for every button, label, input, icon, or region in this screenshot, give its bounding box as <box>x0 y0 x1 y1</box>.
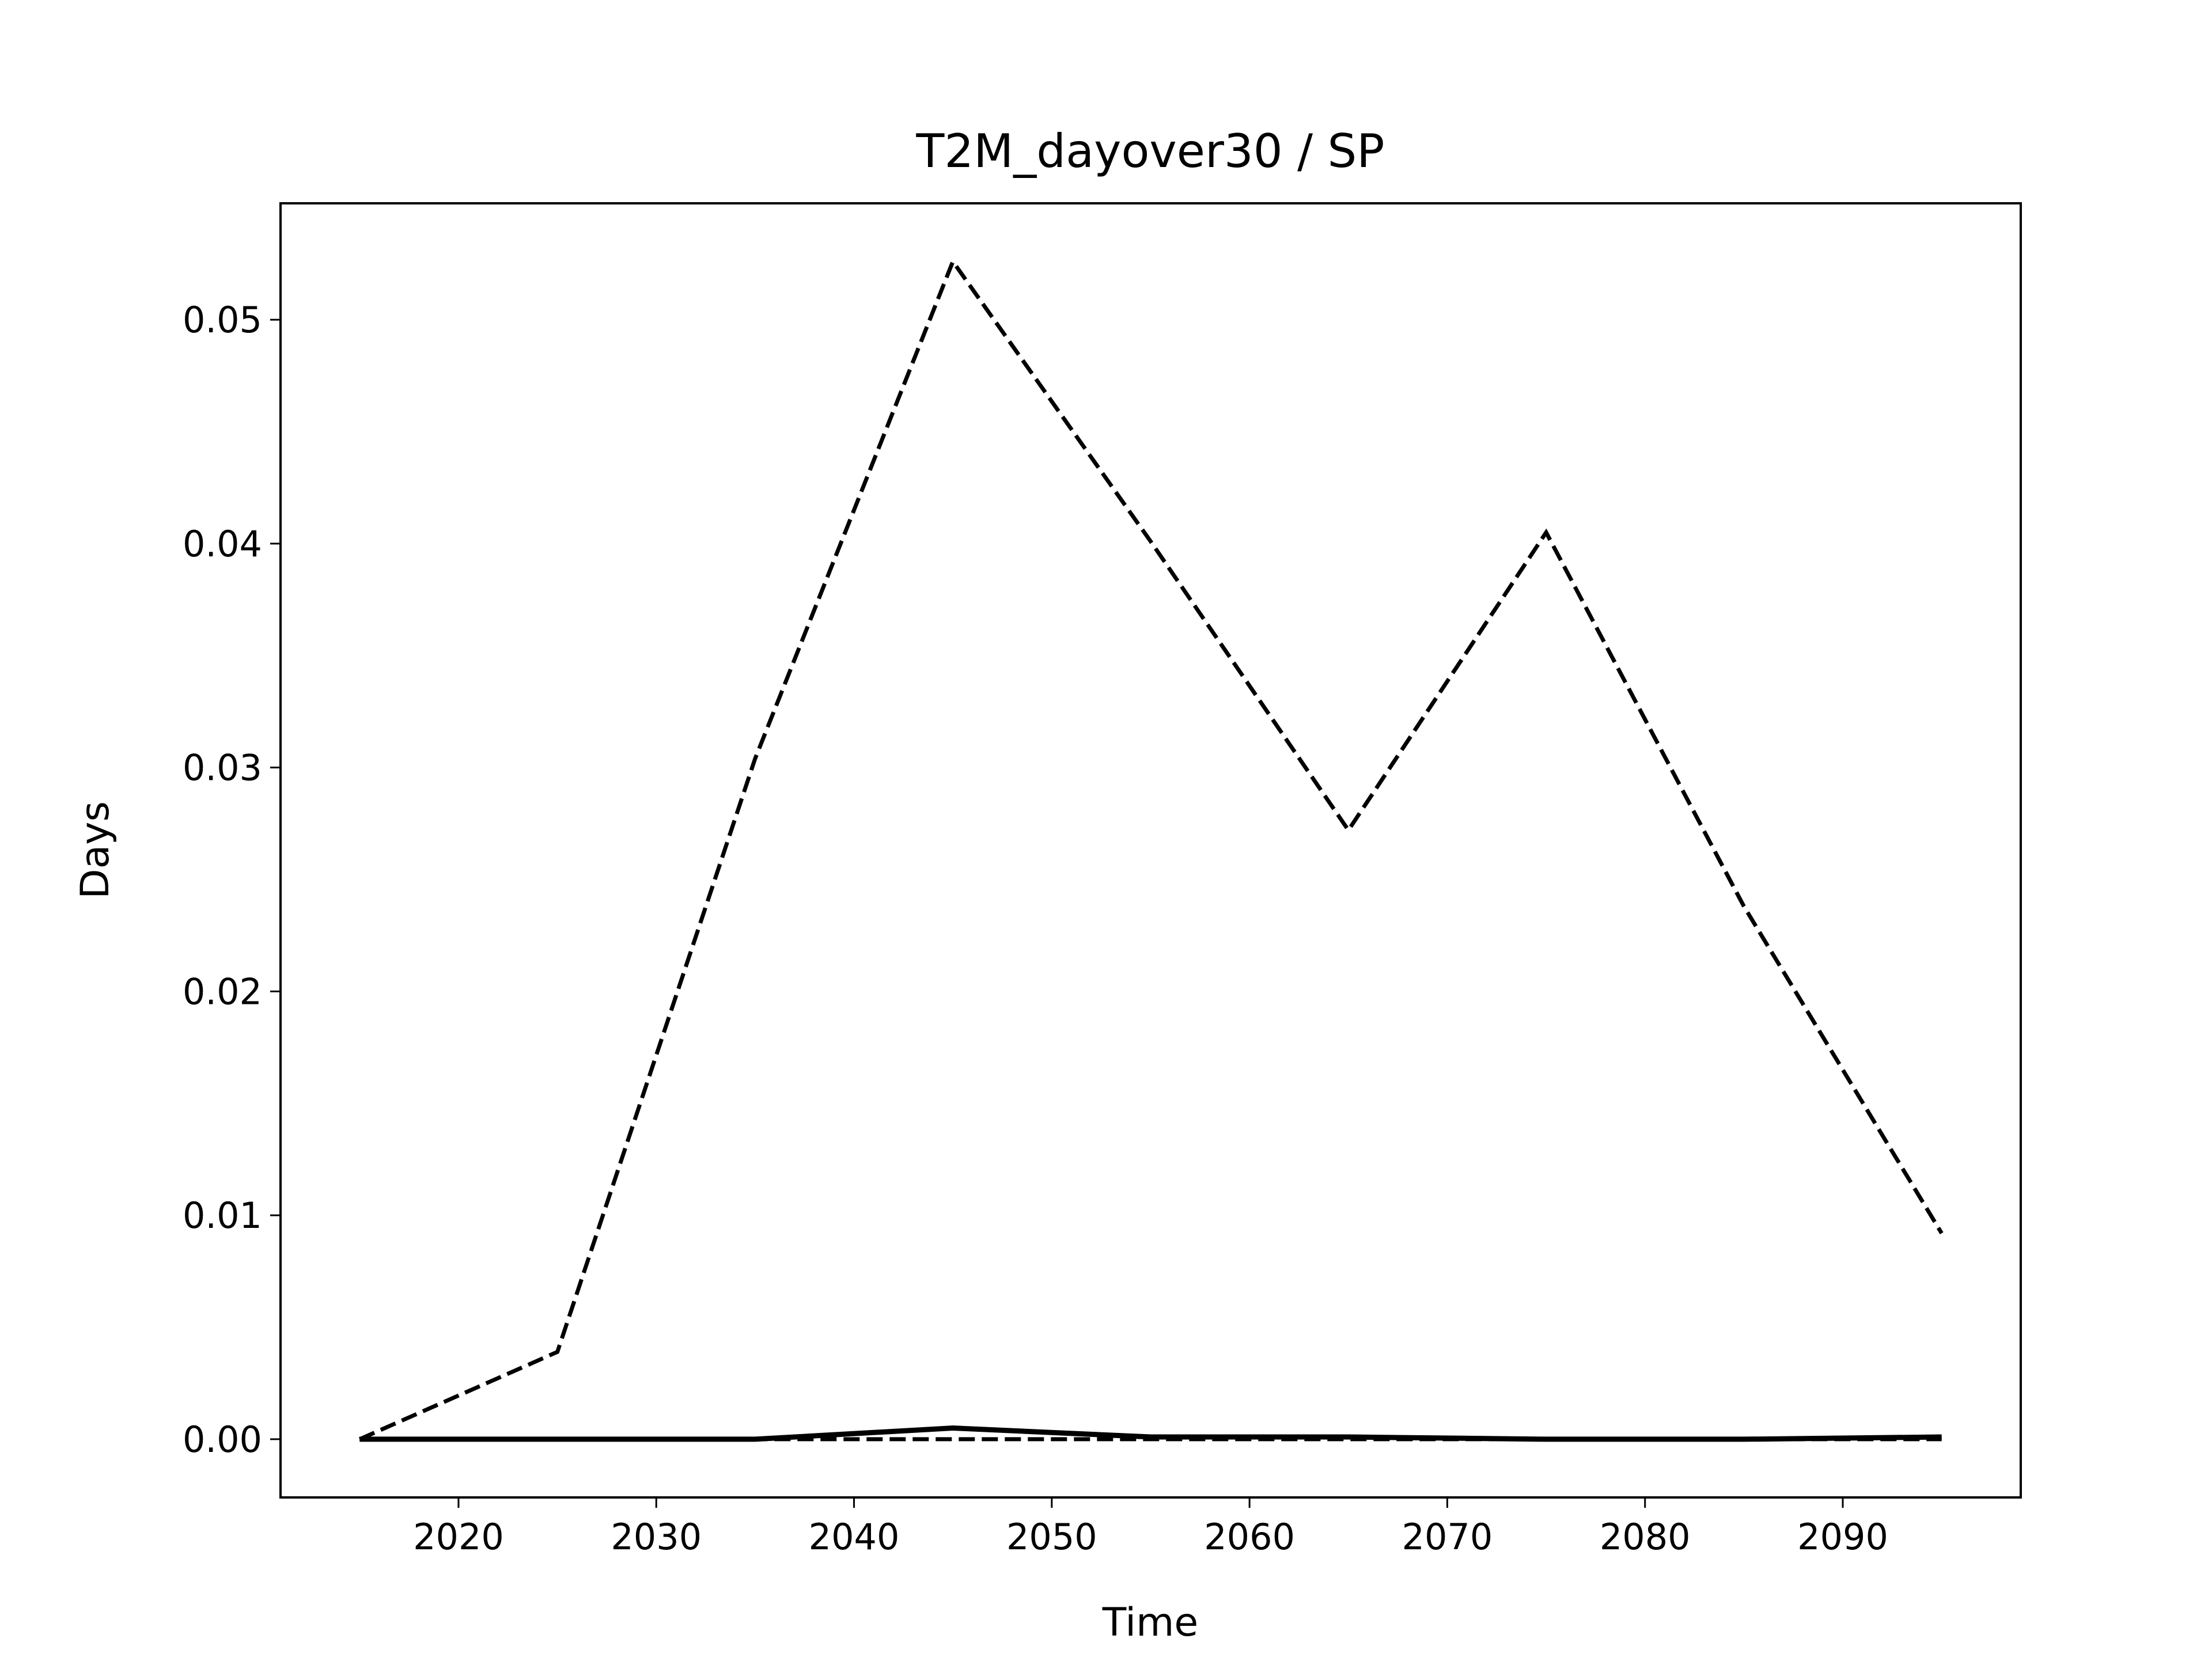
y-tick-label: 0.02 <box>183 970 262 1012</box>
x-tick-label: 2080 <box>1600 1516 1691 1558</box>
y-tick-label: 0.04 <box>183 523 262 565</box>
y-tick-label: 0.03 <box>183 747 262 789</box>
x-tick-label: 2070 <box>1402 1516 1493 1558</box>
x-tick-label: 2060 <box>1204 1516 1295 1558</box>
chart-title: T2M_dayover30 / SP <box>916 124 1385 178</box>
x-tick-label: 2050 <box>1006 1516 1097 1558</box>
y-axis-label: Days <box>73 801 118 899</box>
axes-frame <box>279 202 2022 1499</box>
x-tick-label: 2040 <box>809 1516 900 1558</box>
x-tick-label: 2020 <box>413 1516 504 1558</box>
y-tick-label: 0.05 <box>183 299 262 341</box>
y-tick-label: 0.01 <box>183 1194 262 1237</box>
series-line-0 <box>358 257 1944 1442</box>
x-tick-label: 2030 <box>611 1516 702 1558</box>
x-axis-label: Time <box>1102 1600 1198 1645</box>
x-tick-label: 2090 <box>1797 1516 1888 1558</box>
y-tick-label: 0.00 <box>183 1419 262 1461</box>
